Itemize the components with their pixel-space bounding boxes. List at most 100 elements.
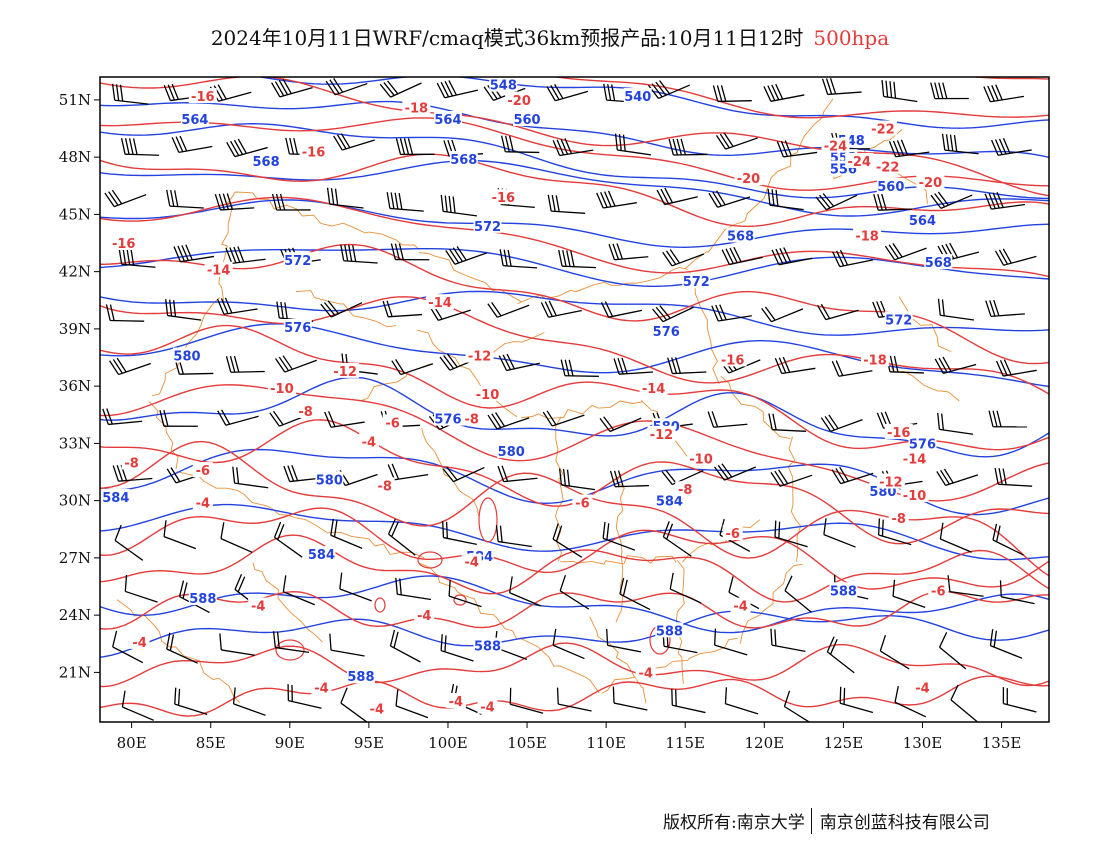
wind-barb	[445, 246, 488, 265]
wind-barb	[325, 78, 368, 96]
lon-tick-label: 85E	[196, 734, 226, 752]
geopotential-label: 580	[173, 350, 200, 365]
geopotential-label: 572	[885, 313, 912, 328]
wind-barb	[989, 629, 1023, 659]
temperature-label-bg	[868, 120, 897, 136]
temperature-label: -10	[476, 388, 500, 403]
temperature-label-bg	[845, 152, 874, 168]
wind-barb	[379, 80, 422, 98]
wind-barb	[440, 634, 474, 662]
temperature-label-bg	[414, 607, 435, 623]
temperature-label-bg	[109, 235, 138, 251]
wind-barb	[552, 628, 585, 660]
wind-barb	[112, 464, 153, 482]
lat-tick-label: 21N	[59, 663, 91, 681]
wind-barb	[173, 244, 215, 263]
temperature-label-bg	[853, 227, 882, 243]
temperature-label-bg	[473, 385, 502, 401]
wind-barb	[1002, 687, 1037, 713]
border-line	[689, 271, 720, 385]
border-line	[898, 296, 952, 353]
geopotential-height-contours	[100, 77, 1049, 658]
height-contour-line	[100, 323, 1049, 388]
border-line	[233, 191, 420, 250]
wind-barb	[330, 518, 363, 550]
geopotential-label-bg	[682, 273, 711, 289]
wind-barb	[395, 138, 435, 156]
wind-barb	[816, 303, 859, 321]
wind-barb	[820, 414, 863, 432]
temperature-label-bg	[821, 137, 850, 153]
lat-tick-label: 30N	[59, 492, 91, 510]
wind-barb	[877, 518, 912, 546]
lat-tick-label: 36N	[59, 377, 91, 395]
wind-barb	[387, 463, 429, 481]
wind-barb	[885, 355, 924, 374]
temperature-label: -12	[468, 350, 492, 365]
temperature-label-bg	[900, 450, 929, 466]
temperature-closed-contour	[478, 497, 498, 543]
wind-barb	[390, 243, 430, 261]
temperature-label-bg	[572, 494, 593, 510]
temperature-contour-line	[100, 507, 1049, 590]
temperature-contour-line	[100, 675, 1049, 717]
wind-barb	[171, 135, 213, 154]
wind-barb	[950, 684, 978, 722]
temperature-label-bg	[461, 410, 482, 426]
temperature-label-bg	[299, 143, 328, 159]
temperature-label-bg	[477, 698, 498, 714]
wind-barb	[558, 249, 597, 269]
wind-barb	[776, 140, 818, 158]
temperature-label: -8	[678, 483, 692, 498]
wind-barb	[387, 518, 416, 556]
temperature-label-bg	[861, 351, 890, 367]
temperature-label: -16	[721, 353, 745, 368]
geopotential-label: 580	[316, 474, 343, 489]
wind-barb	[712, 85, 752, 103]
height-contour-line	[100, 503, 1049, 561]
wind-barb	[939, 522, 972, 553]
temperature-label-bg	[248, 597, 269, 613]
lon-tick-label: 110E	[586, 734, 626, 752]
wind-barb	[671, 688, 706, 714]
temperature-label-bg	[121, 454, 142, 470]
temperature-label: -24	[847, 155, 871, 170]
wind-barb	[994, 467, 1033, 487]
wind-barb	[884, 243, 927, 261]
geopotential-label: 588	[830, 584, 857, 599]
wind-barb	[662, 249, 705, 267]
geopotential-label: 560	[877, 180, 904, 195]
wind-barb	[114, 524, 144, 561]
wind-barb	[761, 306, 804, 323]
wind-barb	[487, 412, 530, 430]
wind-barb	[831, 466, 874, 485]
wind-barb	[602, 521, 636, 551]
temperature-label: -20	[919, 176, 943, 191]
wind-barb	[831, 360, 873, 377]
wind-barb	[165, 299, 202, 321]
temperature-label-bg	[331, 362, 360, 378]
lon-tick-label: 125E	[824, 734, 864, 752]
temperature-contour-line	[970, 77, 1049, 80]
wind-barb	[499, 249, 538, 269]
wind-barb	[721, 246, 763, 266]
wind-barb	[774, 356, 816, 375]
geopotential-label-bg	[101, 488, 130, 504]
temperature-label: -8	[124, 456, 138, 471]
wind-barb	[232, 687, 266, 716]
wind-barb	[274, 355, 317, 373]
temperature-contour-line	[100, 590, 1049, 630]
geopotential-label: 580	[869, 485, 896, 500]
wind-barb	[271, 193, 311, 211]
temperature-contour-line	[100, 153, 1049, 228]
wind-barb	[324, 411, 365, 428]
temperature-label-bg	[888, 509, 909, 525]
temperature-label-bg	[912, 679, 933, 695]
pressure-level: 500hpa	[813, 26, 890, 50]
temperature-label: -22	[871, 123, 895, 138]
wind-barb	[487, 301, 530, 318]
geopotential-label-bg	[252, 152, 281, 168]
copyright-owner: 版权所有:南京大学	[663, 813, 805, 833]
wind-barb	[500, 135, 540, 154]
